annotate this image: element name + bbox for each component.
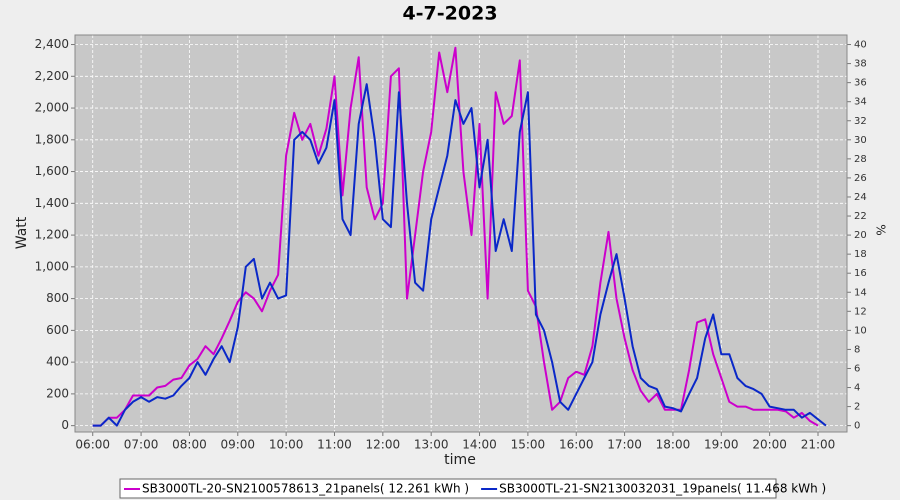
y-tick-label: 1,400 (35, 196, 69, 210)
x-tick-label: 08:00 (172, 438, 207, 452)
y-tick-label: 1,000 (35, 259, 69, 273)
x-tick-label: 15:00 (511, 438, 546, 452)
y2-tick-label: 32 (854, 116, 867, 127)
y2-axis-label: % (874, 224, 888, 235)
x-tick-label: 06:00 (75, 438, 110, 452)
legend (119, 478, 777, 499)
legend-label: SB3000TL-20-SN2100578613_21panels( 12.26… (142, 482, 469, 496)
x-tick-label: 21:00 (801, 438, 836, 452)
x-tick-label: 19:00 (704, 438, 739, 452)
x-tick-label: 11:00 (317, 438, 352, 452)
y2-tick-label: 4 (854, 383, 860, 394)
y-tick-label: 1,800 (35, 132, 69, 146)
y2-tick-label: 36 (854, 78, 867, 89)
x-tick-label: 07:00 (124, 438, 159, 452)
y2-tick-label: 26 (854, 173, 867, 184)
y-tick-label: 2,000 (35, 101, 69, 115)
y2-tick-label: 6 (854, 363, 860, 374)
y2-tick-label: 20 (854, 230, 867, 241)
y-tick-label: 0 (61, 418, 69, 432)
y2-tick-label: 10 (854, 325, 867, 336)
x-tick-label: 18:00 (656, 438, 691, 452)
plot-border (74, 34, 848, 433)
series-line (92, 46, 819, 427)
x-tick-label: 12:00 (366, 438, 401, 452)
y-tick-label: 200 (46, 386, 69, 400)
x-axis-label: time (444, 452, 476, 468)
y-tick-label: 2,400 (35, 37, 69, 51)
y2-tick-label: 28 (854, 154, 867, 165)
x-tick-label: 17:00 (607, 438, 642, 452)
y-axis-label: Watt (14, 216, 30, 249)
y2-tick-label: 22 (854, 211, 867, 222)
y-tick-label: 400 (46, 355, 69, 369)
x-tick-label: 14:00 (462, 438, 497, 452)
y2-tick-label: 24 (854, 192, 867, 203)
x-tick-label: 13:00 (414, 438, 449, 452)
y2-tick-label: 30 (854, 135, 867, 146)
y2-tick-label: 34 (854, 97, 867, 108)
y2-tick-label: 16 (854, 268, 867, 279)
x-tick-label: 10:00 (269, 438, 304, 452)
legend-label: SB3000TL-21-SN2130032031_19panels( 11.46… (499, 482, 826, 496)
x-tick-label: 20:00 (752, 438, 787, 452)
y2-tick-label: 14 (854, 287, 867, 298)
y2-tick-label: 0 (854, 421, 860, 432)
y-tick-label: 2,200 (35, 69, 69, 83)
y2-tick-label: 18 (854, 249, 867, 260)
y-tick-label: 1,200 (35, 228, 69, 242)
y-tick-label: 600 (46, 323, 69, 337)
series-line (92, 83, 827, 427)
plot-area (75, 35, 847, 432)
y-tick-label: 800 (46, 291, 69, 305)
y2-tick-label: 2 (854, 402, 860, 413)
y2-tick-label: 38 (854, 59, 867, 70)
chart-title: 4-7-2023 (402, 3, 497, 25)
y2-tick-label: 8 (854, 344, 860, 355)
x-tick-label: 09:00 (220, 438, 255, 452)
y-tick-label: 1,600 (35, 164, 69, 178)
y2-tick-label: 12 (854, 306, 867, 317)
x-tick-label: 16:00 (559, 438, 594, 452)
y2-tick-label: 40 (854, 40, 867, 51)
